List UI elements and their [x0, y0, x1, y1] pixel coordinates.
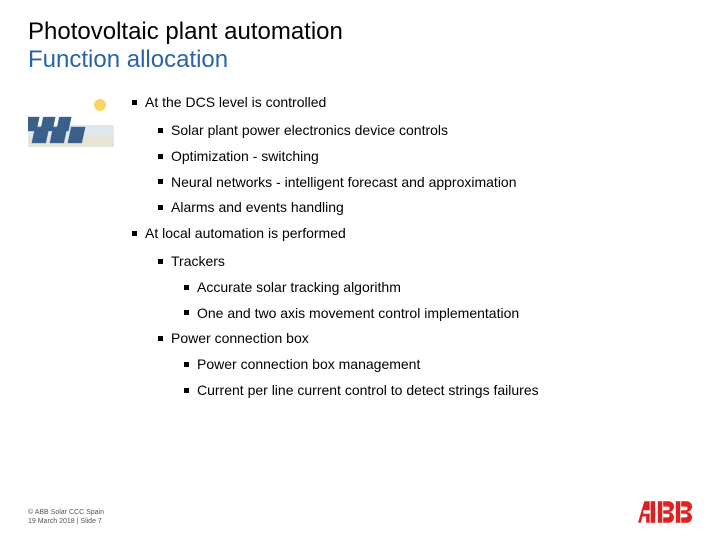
list-item: Trackers: [158, 250, 692, 274]
bullet-icon: [158, 205, 163, 210]
list-item: Power connection box management: [184, 353, 692, 377]
bullet-content: At the DCS level is controlled Solar pla…: [114, 91, 692, 405]
body: At the DCS level is controlled Solar pla…: [28, 91, 692, 405]
bullet-text: Accurate solar tracking algorithm: [197, 279, 401, 295]
bullet-text: Alarms and events handling: [171, 199, 344, 215]
bullet-icon: [184, 285, 189, 290]
list-item: At the DCS level is controlled: [132, 91, 692, 115]
list-item: Optimization - switching: [158, 145, 692, 169]
bullet-icon: [158, 128, 163, 133]
list-item: Current per line current control to dete…: [184, 379, 692, 403]
footer-copyright: © ABB Solar CCC Spain: [28, 509, 104, 517]
title-block: Photovoltaic plant automation Function a…: [28, 18, 692, 73]
bullet-text: Current per line current control to dete…: [197, 382, 539, 398]
list-item: Alarms and events handling: [158, 196, 692, 220]
bullet-icon: [184, 388, 189, 393]
list-item: Accurate solar tracking algorithm: [184, 276, 692, 300]
footer: © ABB Solar CCC Spain 19 March 2018 | Sl…: [28, 509, 104, 526]
bullet-icon: [158, 259, 163, 264]
bullet-text: At the DCS level is controlled: [145, 94, 326, 110]
solar-plant-thumbnail: [28, 91, 114, 405]
bullet-icon: [158, 154, 163, 159]
bullet-icon: [184, 362, 189, 367]
bullet-icon: [132, 100, 137, 105]
list-item: Neural networks - intelligent forecast a…: [158, 171, 692, 195]
bullet-text: Solar plant power electronics device con…: [171, 122, 448, 138]
abb-logo: [638, 501, 692, 528]
slide: Photovoltaic plant automation Function a…: [0, 0, 720, 540]
bullet-text: Power connection box management: [197, 356, 420, 372]
list-item: Power connection box: [158, 327, 692, 351]
bullet-icon: [132, 231, 137, 236]
bullet-text: Trackers: [171, 253, 225, 269]
bullet-text: Power connection box: [171, 330, 309, 346]
bullet-text: Optimization - switching: [171, 148, 319, 164]
bullet-icon: [158, 179, 163, 184]
bullet-text: One and two axis movement control implem…: [197, 305, 519, 321]
title-sub: Function allocation: [28, 46, 692, 74]
list-item: One and two axis movement control implem…: [184, 302, 692, 326]
bullet-icon: [158, 336, 163, 341]
list-item: At local automation is performed: [132, 222, 692, 246]
footer-meta: 19 March 2018 | Slide 7: [28, 518, 104, 526]
list-item: Solar plant power electronics device con…: [158, 119, 692, 143]
bullet-icon: [184, 310, 189, 315]
title-main: Photovoltaic plant automation: [28, 18, 692, 46]
bullet-text: Neural networks - intelligent forecast a…: [171, 174, 517, 190]
bullet-text: At local automation is performed: [145, 225, 346, 241]
